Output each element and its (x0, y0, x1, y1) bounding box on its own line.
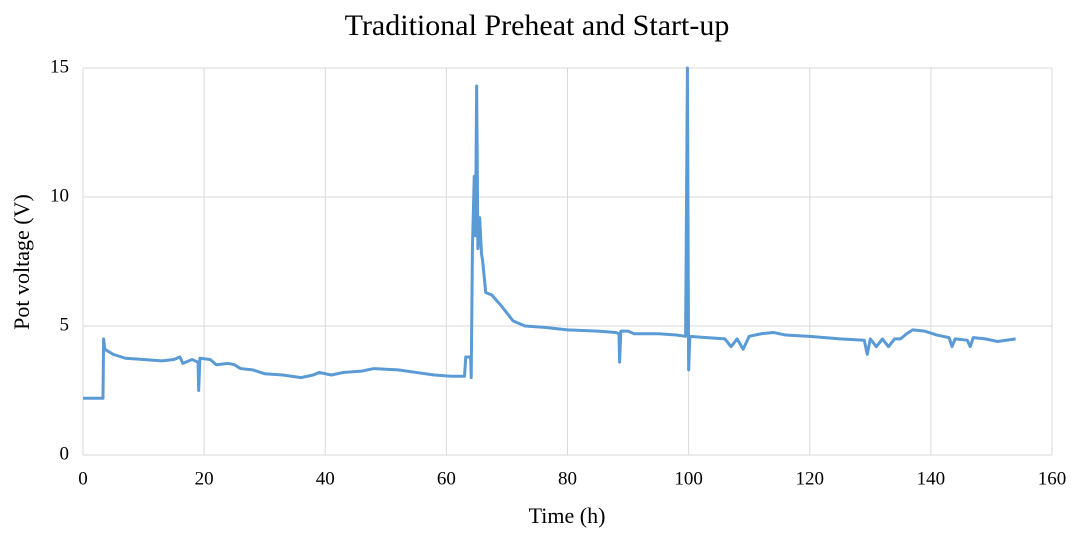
x-tick-label: 100 (674, 468, 703, 489)
y-tick-label: 0 (60, 443, 70, 464)
x-tick-label: 0 (78, 468, 88, 489)
y-axis-label: Pot voltage (V) (9, 194, 34, 330)
x-tick-label: 60 (437, 468, 456, 489)
y-tick-label: 5 (60, 314, 70, 335)
x-axis-label: Time (h) (529, 503, 606, 528)
x-tick-label: 40 (316, 468, 335, 489)
x-tick-label: 140 (917, 468, 946, 489)
x-tick-label: 20 (195, 468, 214, 489)
x-tick-label: 120 (796, 468, 825, 489)
x-tick-label: 80 (558, 468, 577, 489)
y-tick-label: 15 (50, 56, 69, 77)
y-tick-label: 10 (50, 185, 69, 206)
data-line (83, 66, 1016, 400)
x-tick-label: 160 (1038, 468, 1067, 489)
chart-title: Traditional Preheat and Start-up (345, 9, 730, 42)
